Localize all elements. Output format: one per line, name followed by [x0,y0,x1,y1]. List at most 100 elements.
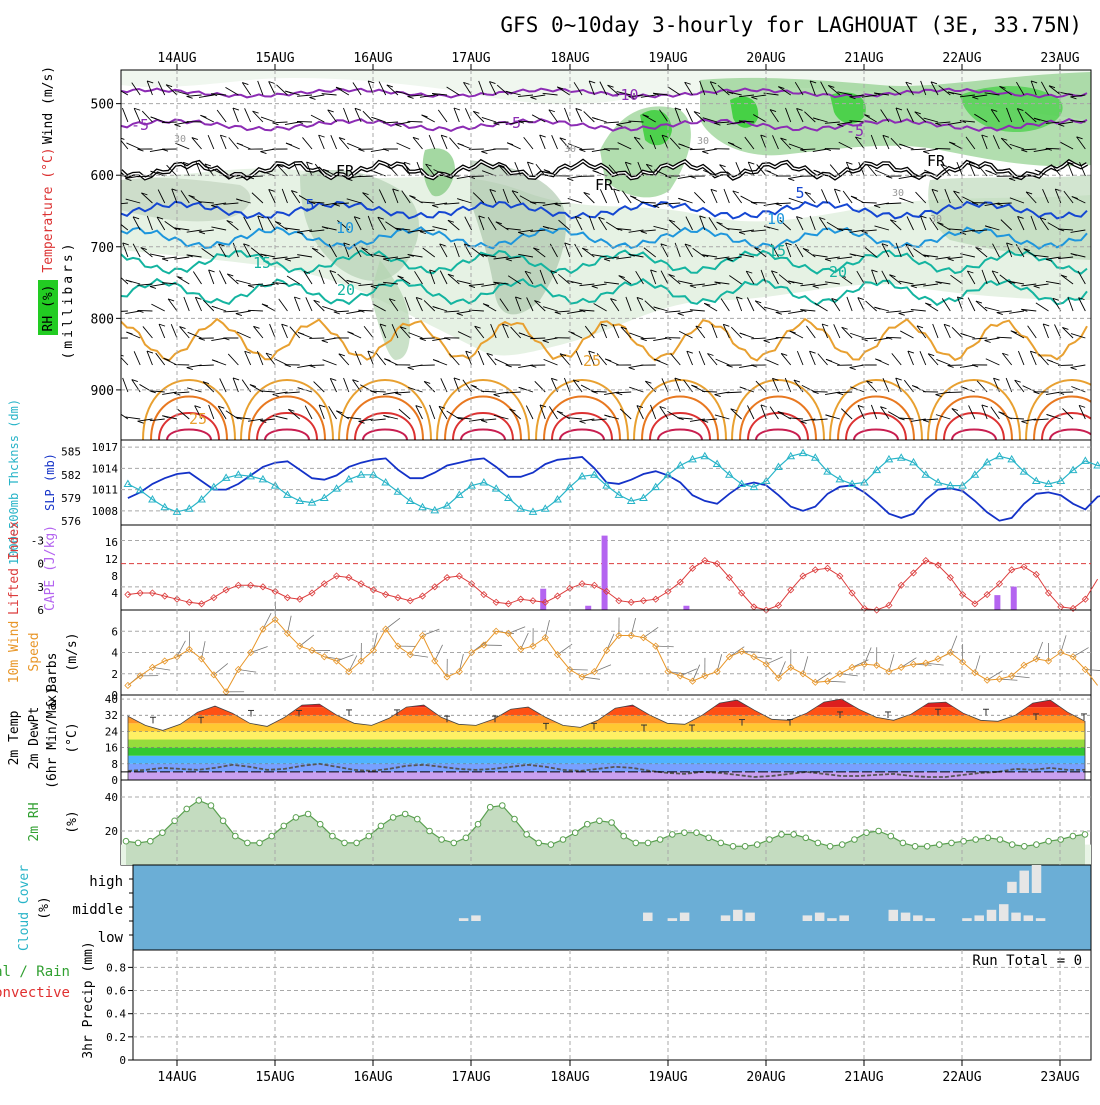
precip-tick-label: 0 [119,1054,126,1067]
cloud-bar-middle [1024,915,1034,921]
ylabel-cape: CAPE (J/kg) [43,525,58,611]
rh2m-point [196,798,202,804]
temp-band [121,715,1091,723]
rh2m-point [888,833,894,839]
pressure-tick-label: 600 [91,169,114,184]
cloud-bar-high [1032,865,1042,893]
rh2m-point [427,828,433,834]
temp-tick-label: 24 [105,725,119,738]
cloud-bar-middle [889,910,899,921]
cloud-bar-middle [913,915,923,921]
cape-tick-label: 8 [111,570,118,583]
ylabel-wind10m-b: Speed [27,632,42,671]
slp-tick-label: 1014 [92,462,119,475]
wind-barb-10m [766,657,782,664]
rh2m-point [233,833,239,839]
contour-label: 25 [189,410,207,428]
rh2m-point [135,840,141,846]
slp-tick-label: 1008 [92,505,119,518]
rh2m-point [1070,833,1076,839]
rh2m-point [633,840,639,846]
rh2m-point [973,837,979,843]
precip-tick-label: 0.2 [106,1031,126,1044]
contour-label: -5 [131,116,149,134]
cloud-bar-middle [668,918,678,921]
thickness-tick-label: 576 [61,515,81,528]
temp-tick-label: 0 [111,774,118,787]
wind-tick-label: 4 [111,647,118,660]
wind-barb-staff [309,365,324,366]
rh2m-point [572,830,578,836]
thickness-tick-label: 579 [61,492,81,505]
rh2m-point [148,838,154,844]
contour-label: 15 [768,242,786,260]
wind-barb-staff [776,337,791,338]
rh2m-point [682,830,688,836]
rh2m-point [1009,842,1015,848]
rh2m-point [330,833,336,839]
rh2m-point [767,837,773,843]
ylabel-temp2m-c: (6hr Min/Max) [45,687,60,789]
temp-tick-label: 40 [105,693,118,706]
ylabel-precip-b: Convective [0,985,70,1001]
contour-label: 20 [337,281,355,299]
ylabel-precip-c: 3hr Precip (mm) [81,941,96,1058]
cloud-bar-middle [962,918,972,921]
rh2m-point [1034,842,1040,848]
rh2m-point [536,840,542,846]
rh2m-point [354,840,360,846]
pressure-tick-label: 900 [91,384,114,399]
cloud-bar-middle [999,904,1009,921]
cloud-bar-middle [1036,918,1046,921]
cloud-bar-middle [721,915,731,921]
rh2m-point [402,811,408,817]
rh2m-point [1022,844,1028,850]
wind-barb-10m [521,633,529,649]
cloud-cover-panel: Cloud Cover (%) high middle low [17,865,1091,951]
wind-barb-staff [948,392,963,393]
slp-tick-label: 1017 [92,441,119,454]
cloud-bar-middle [1011,913,1021,921]
wind-barb-staff [690,149,705,150]
rh2m-point [791,832,797,838]
cloud-bar-middle [471,915,481,921]
rh2m-point [487,804,493,810]
temp-band [121,723,1091,731]
rh2m-point [378,823,384,829]
top-date-label: 20AUG [746,51,785,66]
thickness-tick-label: 585 [61,446,81,459]
top-date-label: 17AUG [451,51,490,66]
rh2m-point [585,821,591,827]
contour-label: 5 [795,184,804,202]
contour-label: FR [336,162,355,180]
contour-label: 30 [174,134,186,145]
contour-label: 20 [829,263,847,281]
cloud-bar-middle [925,918,935,921]
li-tick-label: -3 [31,534,44,547]
wind-barb-10m [300,635,314,646]
rh2m-point [803,835,809,841]
pressure-tick-label: 700 [91,241,114,256]
rh2m-point [269,833,275,839]
ylabel-precip-a: Total / Rain [0,964,70,980]
rh2m-point [1058,837,1064,843]
temp-band [121,772,1091,780]
bottom-date-label: 23AUG [1040,1070,1079,1085]
rh2m-point [949,840,955,846]
cape-bar [994,595,1000,610]
cloud-bar-middle [680,913,690,921]
rh2m-point [257,840,263,846]
temp-tick-label: 8 [111,758,118,771]
cape-tick-label: 16 [105,536,118,549]
rh2m-point [997,837,1003,843]
ylabel-rh2m-unit: (%) [65,810,80,833]
cloud-bar-middle [987,910,997,921]
precip-panel: 0.80.60.40.20 Run Total = 0 Total / Rain… [0,941,1091,1067]
rh2m-point [1046,838,1052,844]
ylabel-temp2m-b: 2m DewPt [27,707,42,770]
precip-tick-label: 0.4 [106,1008,126,1021]
